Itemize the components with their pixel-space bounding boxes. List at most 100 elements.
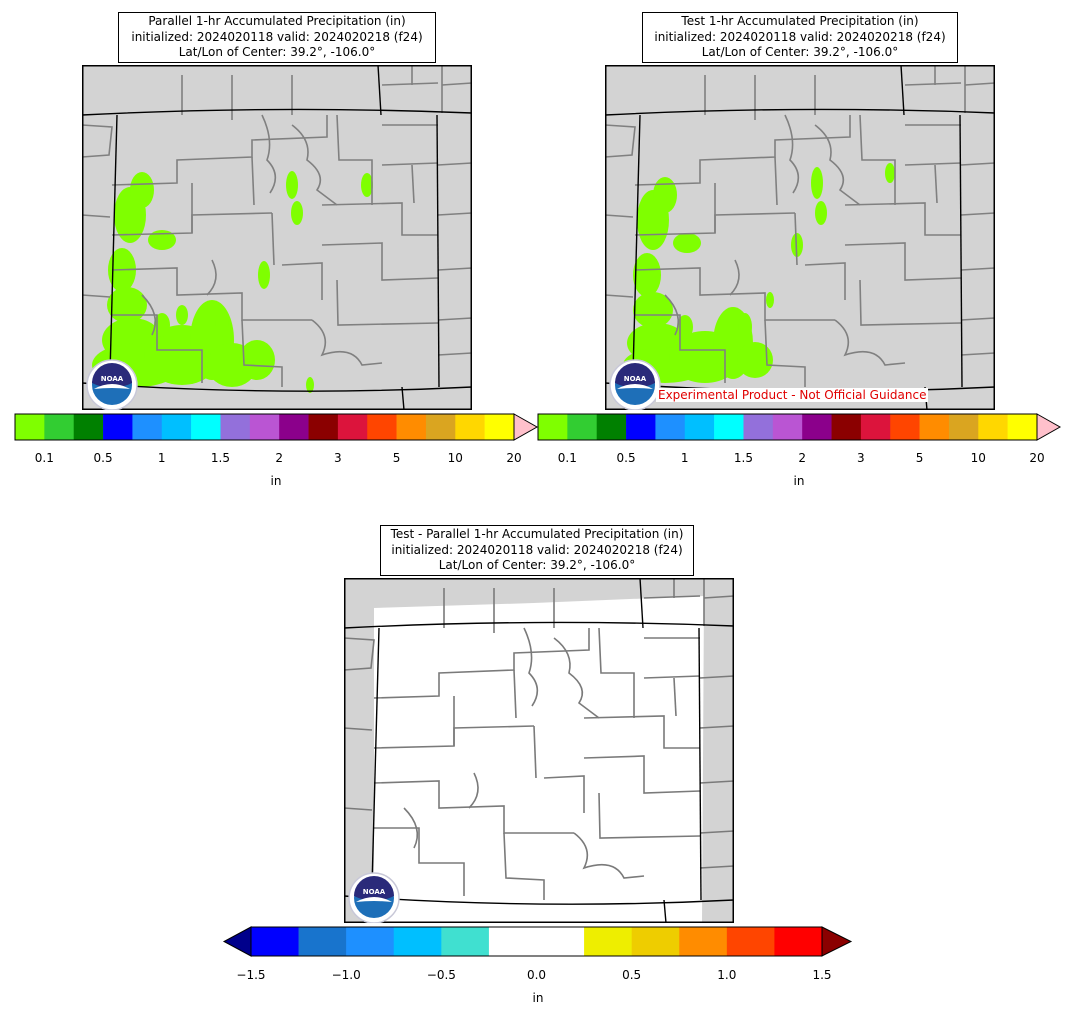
panel-1-county-boundary [82, 214, 111, 218]
panel-2-precip-area [885, 163, 895, 183]
panel-1-colorbar-tick-label: 5 [392, 451, 401, 465]
panel-1-title: Parallel 1-hr Accumulated Precipitation … [118, 12, 436, 63]
panel-2-county-boundary [960, 267, 995, 271]
panel-1-colorbar-outline [14, 413, 515, 441]
panel-3-logo-text: NOAA [363, 888, 386, 896]
panel-3-colorbar-tick-label: −0.5 [426, 968, 456, 982]
panel-1-colorbar-tick-label: 0.5 [93, 451, 113, 465]
panel-1-county-boundary [321, 202, 438, 236]
panel-2-county-boundary [960, 212, 995, 216]
panel-1-colorbar-tick-label: 1 [157, 451, 166, 465]
panel-3-county-boundary [374, 827, 465, 896]
panel-2-title: Test 1-hr Accumulated Precipitation (in)… [642, 12, 958, 63]
panel-2-county-boundary [844, 202, 961, 236]
panel-2-colorbar-outline [537, 413, 1038, 441]
panel-1-colorbar-unit: in [270, 474, 282, 488]
panel-1-county-boundary [112, 314, 203, 383]
panel-1-county-boundary [271, 212, 275, 266]
panel-2-county-boundary [605, 214, 634, 218]
panel-1-county-boundary [241, 319, 283, 387]
panel-2-county-boundary [904, 162, 962, 166]
panel-2-colorbar-tick-label: 0.1 [557, 451, 577, 465]
panel-1-title-line-3: Lat/Lon of Center: 39.2°, -106.0° [178, 45, 376, 59]
panel-2-logo-gull [617, 384, 653, 389]
panel-2-colorbar-tick-label: 10 [970, 451, 986, 465]
panel-1-precip-area [107, 287, 147, 323]
panel-3-map: NOAA [344, 578, 734, 923]
panel-2-colorbar-swatch [802, 414, 832, 440]
panel-2-county-boundary [859, 279, 962, 326]
panel-3-state-boundary [698, 627, 702, 901]
panel-3-colorbar-extend-high [821, 926, 853, 957]
panel-1-colorbar-swatch [15, 414, 45, 440]
panel-1-precip-area [291, 201, 303, 225]
panel-1-county-boundary [111, 267, 312, 321]
panel-3-colorbar-tick-label: 0.5 [622, 968, 642, 982]
panel-2-colorbar-swatch [538, 414, 568, 440]
panel-2-colorbar-swatch [626, 414, 656, 440]
panel-3-colorbar-tick-label: 0.0 [526, 968, 547, 982]
panel-2-county-boundary [794, 212, 798, 266]
panel-2-colorbar-swatch [860, 414, 891, 440]
panel-3-colorbar-tick-label: −1.0 [331, 968, 361, 982]
panel-3-county-boundary [513, 669, 517, 719]
panel-2-county-boundary [634, 267, 835, 321]
panel-3-logo-sky [354, 876, 394, 901]
panel-1-logo-sky [92, 363, 132, 388]
panel-3-county-boundary [643, 595, 701, 599]
panel-1-colorbar-swatch [44, 414, 75, 440]
panel-2-county-boundary [859, 114, 896, 205]
panel-2-precip-area [653, 177, 677, 213]
panel-1-county-boundary [206, 259, 217, 296]
panel-3-colorbar-swatch [774, 927, 823, 956]
panel-3-county-boundary [543, 775, 585, 813]
panel-1-county-boundary [311, 319, 383, 366]
panel-1-precip-area [176, 305, 188, 325]
panel-2-state-boundary [959, 114, 963, 388]
panel-2-colorbar [537, 413, 1062, 441]
panel-1-colorbar-tick-label: 20 [506, 451, 522, 465]
panel-2-county-boundary [814, 124, 861, 206]
panel-3-county-boundary [699, 725, 734, 729]
panel-3-colorbar-unit: in [532, 991, 544, 1005]
panel-1-county-boundary [411, 164, 415, 204]
panel-1-colorbar-swatch [484, 414, 515, 440]
panel-1-county-boundary [381, 162, 439, 166]
panel-2-colorbar-tick-label: 2 [798, 451, 806, 465]
panel-2-state-boundary [605, 108, 995, 116]
panel-1-precip-area [361, 173, 373, 197]
panel-2-county-boundary [960, 352, 995, 356]
panel-3-title-line-1: Test - Parallel 1-hr Accumulated Precipi… [390, 527, 684, 541]
panel-3-colorbar-tick-label: −1.5 [236, 968, 266, 982]
experimental-disclaimer: Experimental Product - Not Official Guid… [656, 388, 929, 402]
panel-1-colorbar-swatch [337, 414, 368, 440]
panel-2-county-boundary [960, 162, 995, 166]
panel-3-county-boundary [699, 865, 734, 869]
panel-3-county-boundary [643, 675, 701, 679]
panel-2-county-boundary [834, 319, 906, 366]
panel-2-colorbar-swatch [567, 414, 598, 440]
panel-1-colorbar-swatch [73, 414, 104, 440]
panel-3-county-boundary [598, 792, 701, 839]
panel-1-county-boundary [336, 279, 439, 326]
panel-2-county-boundary [635, 314, 726, 383]
panel-3-colorbar-extend-low [222, 926, 252, 957]
panel-2-state-boundary [900, 65, 905, 116]
panel-3-colorbar-swatch [631, 927, 680, 956]
panel-3-county-boundary [403, 807, 419, 849]
panel-3-colorbar-outline [250, 926, 823, 957]
panel-2-colorbar-tick-label: 0.5 [616, 451, 636, 465]
panel-1-logo-gull [94, 384, 130, 389]
panel-1-county-boundary [82, 294, 111, 298]
panel-2-colorbar-tick-label: 3 [857, 451, 865, 465]
panel-3-county-boundary [673, 677, 677, 717]
panel-1-precip-area [154, 313, 170, 337]
panel-1-colorbar-swatch [367, 414, 397, 440]
panel-3-title-line-3: Lat/Lon of Center: 39.2°, -106.0° [438, 558, 636, 572]
panel-2-precip-area [737, 342, 773, 378]
panel-2-colorbar-tick-label: 5 [915, 451, 924, 465]
panel-2-title-line-3: Lat/Lon of Center: 39.2°, -106.0° [701, 45, 899, 59]
panel-3-colorbar-swatch [441, 927, 490, 956]
panel-1-county-boundary [261, 114, 277, 194]
panel-1-colorbar-swatch [103, 414, 133, 440]
